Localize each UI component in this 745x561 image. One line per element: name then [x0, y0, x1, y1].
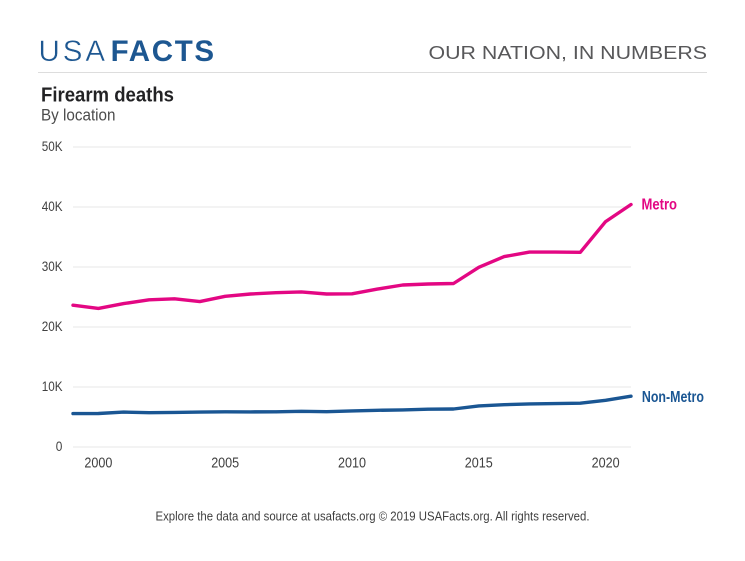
svg-text:Metro: Metro [642, 197, 678, 214]
svg-text:20K: 20K [42, 319, 63, 335]
svg-text:USA: USA [39, 35, 106, 68]
svg-text:2000: 2000 [84, 456, 112, 472]
svg-text:50K: 50K [42, 139, 63, 155]
svg-text:Non-Metro: Non-Metro [642, 389, 704, 406]
svg-text:2005: 2005 [211, 456, 239, 472]
svg-text:FACTS: FACTS [111, 35, 215, 68]
svg-text:By location: By location [41, 107, 116, 125]
svg-text:0: 0 [56, 439, 63, 455]
svg-text:2015: 2015 [465, 456, 493, 472]
svg-text:Explore the data and source at: Explore the data and source at usafacts.… [156, 509, 590, 523]
svg-text:2010: 2010 [338, 456, 366, 472]
svg-text:10K: 10K [42, 379, 63, 395]
svg-text:2020: 2020 [592, 456, 620, 472]
svg-text:Firearm deaths: Firearm deaths [41, 85, 174, 107]
svg-text:OUR NATION, IN NUMBERS: OUR NATION, IN NUMBERS [429, 42, 708, 63]
svg-text:30K: 30K [42, 259, 63, 275]
svg-text:40K: 40K [42, 199, 63, 215]
